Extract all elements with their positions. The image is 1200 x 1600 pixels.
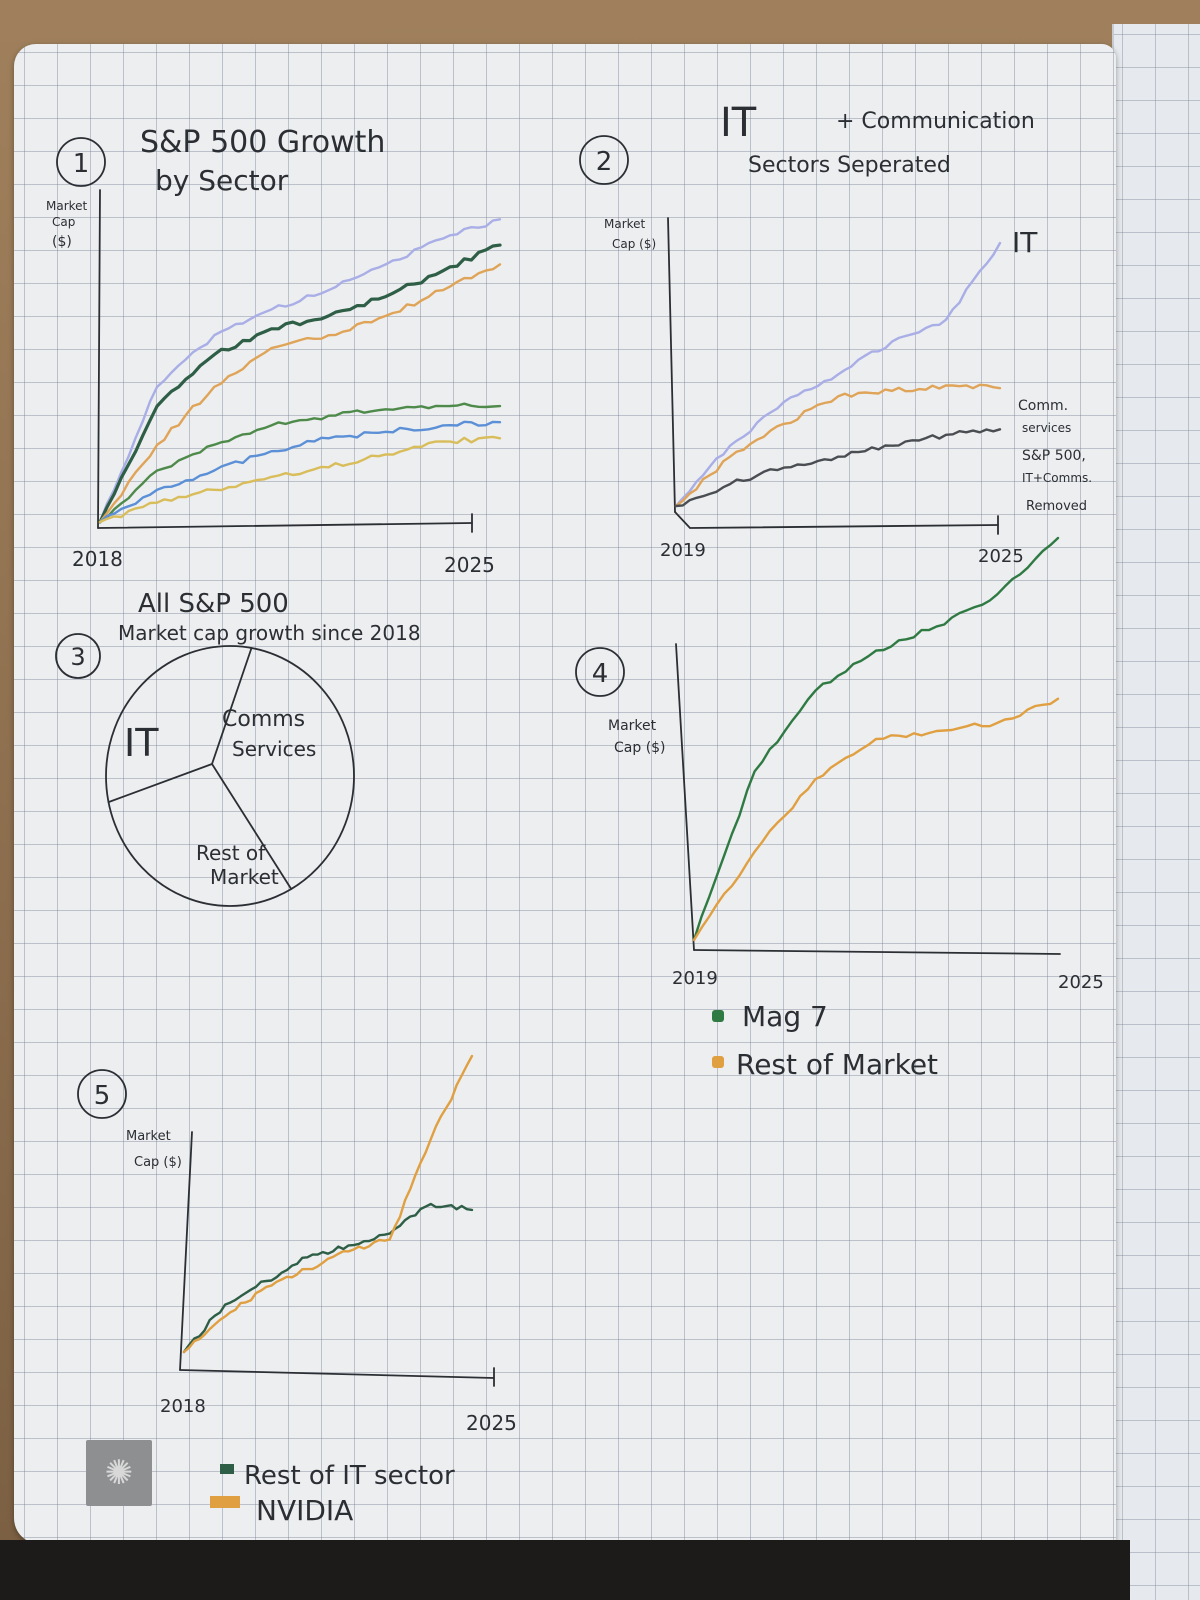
chart-2-ylabel-line2: Cap ($)	[612, 237, 656, 251]
chart-2-series-line-2	[674, 383, 1002, 508]
chart-5-number: 5	[94, 1081, 111, 1111]
chart-2-title-line2: Sectors Seperated	[748, 153, 951, 178]
pie-label-rest-line1: Rest of	[196, 841, 266, 865]
chart-5-number-circle	[77, 1069, 127, 1119]
chart-2-series-group	[674, 241, 1002, 508]
chart-1-xtick-start: 2018	[72, 547, 123, 571]
chart-2-series-label-sp-line1: S&P 500,	[1022, 448, 1086, 464]
chart-1-series-line-1	[98, 218, 502, 524]
chart-5-x-axis	[179, 1369, 495, 1379]
notebook-page	[14, 44, 1116, 1544]
chart-4-series-line-1	[692, 536, 1060, 942]
chart-4-xtick-end: 2025	[1058, 972, 1104, 993]
chart-2-title-it: IT	[720, 100, 757, 146]
chart-4-legend-label-rest: Rest of Market	[736, 1048, 938, 1081]
chart-2-series-label-comm-line1: Comm.	[1018, 398, 1068, 414]
chart-4-series-group	[692, 536, 1060, 942]
chart-4-ylabel-line2: Cap ($)	[614, 740, 666, 756]
pie-label-rest-line2: Market	[210, 865, 279, 889]
chart-4-ylabel-line1: Market	[608, 718, 657, 734]
chart-1-ylabel-line1: Market	[46, 199, 88, 213]
chart-1-series-line-3	[98, 263, 502, 524]
chart-4-x-axis	[693, 949, 1061, 955]
chart-2-title-line1b: + Communication	[836, 109, 1035, 134]
chart-4-y-axis	[675, 643, 695, 951]
chart-3-slice-group	[107, 647, 293, 890]
chart-3: 3 All S&P 500 Market cap growth since 20…	[55, 589, 421, 907]
chart-1-number-circle	[56, 137, 106, 187]
chart-2-number: 2	[596, 147, 613, 177]
chart-2-series-line-1	[674, 241, 1002, 508]
chart-5-xtick-start: 2018	[160, 1396, 206, 1417]
chart-1-ylabel-line3: ($)	[52, 234, 72, 250]
pie-slice-divider-2	[211, 763, 293, 890]
chart-4-legend-swatch-mag7	[712, 1010, 724, 1022]
chart-5-series-group	[182, 1054, 474, 1354]
chart-2-number-circle	[579, 135, 629, 185]
chart-1-series-line-2	[98, 243, 502, 524]
chart-2-y-axis	[667, 217, 676, 513]
chart-1-series-line-5	[98, 420, 502, 524]
chart-5: 5 Market Cap ($) 2018 2025 Rest of IT se…	[77, 1054, 517, 1527]
chart-4-xtick-start: 2019	[672, 968, 718, 989]
chart-1-series-line-4	[98, 402, 502, 524]
chart-1: 1 S&P 500 Growth by Sector Market Cap ($…	[46, 125, 502, 577]
chart-4-number: 4	[592, 659, 609, 689]
pie-slice-divider-3	[107, 763, 213, 803]
pie-outline	[105, 645, 355, 907]
chart-3-title-line2: Market cap growth since 2018	[118, 621, 421, 645]
chart-4-legend-swatch-rest	[712, 1056, 724, 1068]
chart-1-x-axis	[97, 522, 473, 529]
chart-5-ylabel-line2: Cap ($)	[134, 1155, 182, 1170]
pie-label-it: IT	[124, 721, 159, 765]
chart-2-series-label-sp-line2: IT+Comms.	[1022, 471, 1092, 485]
chart-5-legend-swatch-rest-it	[220, 1464, 234, 1474]
chart-5-series-line-2	[182, 1054, 474, 1354]
chart-4-legend-label-mag7: Mag 7	[742, 1000, 828, 1033]
chart-3-number: 3	[70, 643, 85, 671]
chart-1-series-group	[98, 218, 502, 524]
chart-1-ylabel-line2: Cap	[52, 215, 75, 229]
chart-1-title-line2: by Sector	[155, 164, 289, 197]
chart-5-legend-label-nvidia: NVIDIA	[256, 1494, 353, 1527]
chart-5-series-line-1	[182, 1202, 474, 1354]
pie-label-comms-line2: Services	[232, 737, 316, 761]
chart-5-legend-label-rest-it: Rest of IT sector	[244, 1461, 455, 1491]
chart-2-xtick-end: 2025	[978, 546, 1024, 567]
chart-4-number-circle	[575, 647, 625, 697]
chart-5-ylabel-line1: Market	[126, 1129, 171, 1144]
pen-logo-icon: ✺	[104, 1453, 134, 1493]
chart-1-number: 1	[73, 149, 90, 179]
chart-4: 4 Market Cap ($) 2019 2025 Mag 7 Rest of…	[575, 536, 1104, 1081]
chart-2-ylabel-line1: Market	[604, 217, 646, 231]
chart-2-series-label-it: IT	[1012, 226, 1038, 259]
chart-2-series-line-3	[674, 428, 1002, 508]
chart-1-xtick-end: 2025	[444, 553, 495, 577]
chart-4-series-line-2	[692, 697, 1060, 942]
bottom-shadow	[0, 1540, 1130, 1600]
chart-2-series-label-comm-line2: services	[1022, 421, 1071, 435]
chart-1-y-axis	[97, 189, 101, 529]
chart-1-series-line-6	[98, 435, 502, 524]
chart-2-x-axis	[674, 511, 999, 529]
pie-slice-divider-1	[211, 647, 253, 765]
chart-5-legend-swatch-nvidia	[210, 1496, 240, 1508]
chart-3-number-circle	[55, 633, 101, 679]
chart-3-title-line1: All S&P 500	[138, 589, 289, 619]
chart-2: 2 IT + Communication Sectors Seperated M…	[579, 100, 1092, 567]
next-notebook-page	[1112, 24, 1200, 1600]
pen-logo-stamp: ✺	[86, 1440, 152, 1506]
chart-2-series-label-sp-line3: Removed	[1026, 499, 1087, 514]
chart-5-y-axis	[179, 1131, 193, 1371]
chart-2-xtick-start: 2019	[660, 540, 706, 561]
chart-5-xtick-end: 2025	[466, 1411, 517, 1435]
chart-1-title-line1: S&P 500 Growth	[140, 125, 385, 160]
pie-label-comms-line1: Comms	[222, 707, 305, 732]
